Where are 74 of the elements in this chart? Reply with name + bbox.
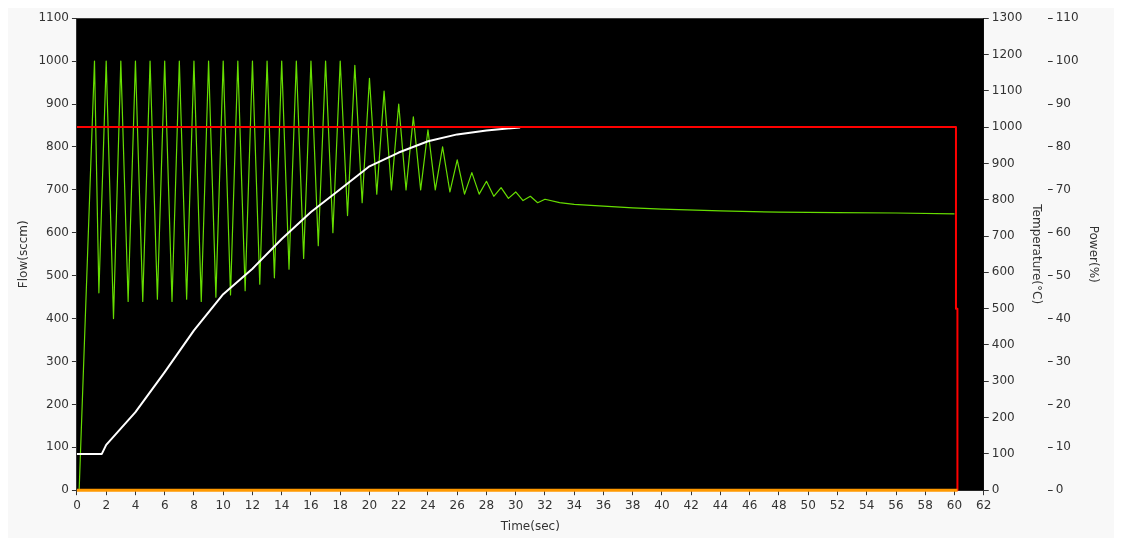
x-tick-label: 16 (303, 497, 319, 512)
x-tick-label: 26 (449, 497, 465, 512)
x-tick-label: 58 (917, 497, 933, 512)
y-tick-label: 600 (46, 224, 69, 239)
y-tick-label: 1000 (38, 53, 69, 68)
x-tick-label: 34 (566, 497, 582, 512)
x-tick-label: 48 (771, 497, 787, 512)
y-tick-label: 400 (46, 310, 69, 325)
y-tick-label: 500 (46, 267, 69, 282)
y3-axis-title: Power(%) (1086, 225, 1101, 283)
y2-tick-label: 700 (991, 228, 1015, 243)
y3-tick-label: 50 (1055, 267, 1071, 282)
y2-tick-label: 200 (991, 409, 1015, 424)
x-tick-label: 28 (478, 497, 495, 512)
x-tick-label: 12 (244, 497, 261, 512)
y3-tick-label: 90 (1055, 96, 1071, 111)
y2-tick-label: 1100 (991, 82, 1023, 97)
y2-tick-label: 600 (991, 264, 1015, 279)
y2-tick-label: 1300 (991, 10, 1023, 25)
x-tick-label: 38 (625, 497, 641, 512)
y2-tick-label: 1200 (991, 46, 1023, 61)
x-tick-label: 62 (976, 497, 992, 512)
y3-tick-label: 20 (1055, 396, 1071, 411)
y-tick-label: 700 (46, 181, 69, 196)
x-tick-label: 44 (712, 497, 729, 512)
y2-tick-label: 300 (991, 373, 1015, 388)
y2-tick-label: 400 (991, 337, 1015, 352)
y3-tick-label: 80 (1055, 139, 1071, 154)
y-tick-label: 100 (46, 439, 69, 454)
x-tick-label: 14 (274, 497, 290, 512)
x-tick-label: 60 (946, 497, 963, 512)
y3-tick-label: 100 (1055, 53, 1079, 68)
y2-tick-label: 800 (991, 191, 1015, 206)
x-tick-label: 18 (332, 497, 348, 512)
y-axis-title: Flow(sccm) (16, 220, 31, 289)
x-tick-label: 20 (361, 497, 378, 512)
x-tick-label: 32 (537, 497, 553, 512)
x-tick-label: 56 (888, 497, 904, 512)
x-tick-label: 4 (131, 497, 140, 512)
y-tick-label: 300 (46, 353, 69, 368)
x-tick-label: 30 (508, 497, 524, 512)
x-tick-label: 50 (800, 497, 816, 512)
x-axis-title: Time(sec) (499, 518, 560, 533)
x-tick-label: 54 (859, 497, 875, 512)
x-tick-label: 0 (73, 497, 81, 512)
y2-tick-label: 100 (991, 446, 1015, 461)
x-tick-label: 42 (683, 497, 699, 512)
y3-tick-label: 40 (1055, 310, 1071, 325)
y3-tick-label: 0 (1055, 482, 1064, 497)
x-tick-label: 24 (420, 497, 436, 512)
x-tick-label: 46 (742, 497, 758, 512)
x-tick-label: 40 (654, 497, 670, 512)
y-tick-label: 800 (46, 139, 69, 154)
x-tick-label: 6 (160, 497, 169, 512)
x-tick-label: 52 (829, 497, 846, 512)
y3-tick-label: 70 (1055, 181, 1071, 196)
x-tick-label: 10 (215, 497, 231, 512)
y2-tick-label: 0 (991, 482, 1000, 497)
y3-tick-label: 10 (1055, 439, 1071, 454)
x-tick-label: 36 (595, 497, 612, 512)
y-tick-label: 0 (61, 482, 69, 497)
y2-axis-title: Temperature(°C) (1030, 203, 1045, 305)
y-tick-label: 900 (46, 96, 69, 111)
y2-tick-label: 1000 (991, 119, 1023, 134)
y3-tick-label: 110 (1055, 10, 1079, 25)
y-tick-label: 1100 (38, 10, 69, 25)
x-tick-label: 2 (102, 497, 111, 512)
y2-tick-label: 500 (991, 300, 1015, 315)
y3-tick-label: 60 (1055, 224, 1071, 239)
x-tick-label: 8 (190, 497, 198, 512)
y2-tick-label: 900 (991, 155, 1015, 170)
y-tick-label: 200 (46, 396, 69, 411)
y3-tick-label: 30 (1055, 353, 1071, 368)
x-tick-label: 22 (391, 497, 407, 512)
